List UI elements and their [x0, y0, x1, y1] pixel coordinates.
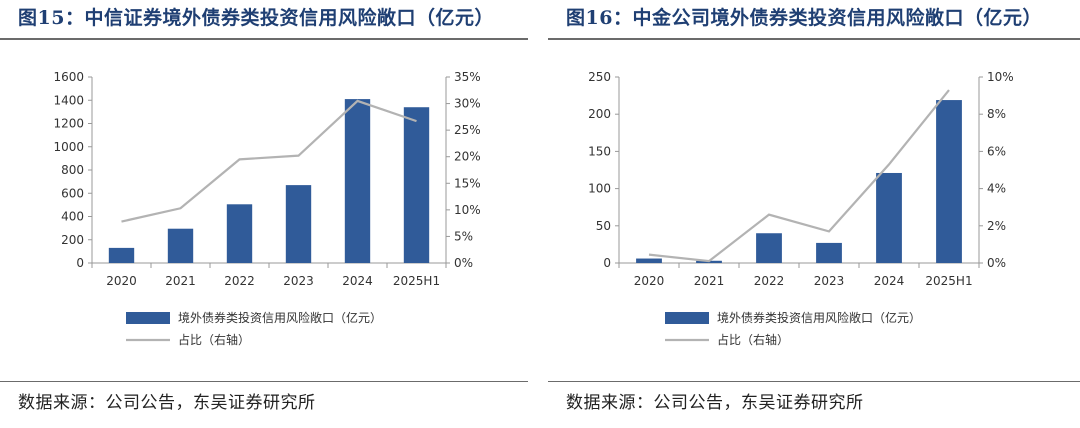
- y-tick-label: 0: [603, 256, 611, 270]
- y2-tick-label: 0%: [454, 256, 473, 270]
- y2-tick-label: 15%: [454, 176, 481, 190]
- source-note: 数据来源：公司公告，东吴证券研究所: [566, 393, 864, 413]
- bar: [344, 99, 371, 264]
- y2-tick-label: 10%: [987, 70, 1014, 84]
- source-note: 数据来源：公司公告，东吴证券研究所: [18, 393, 316, 413]
- y-tick-label: 1600: [53, 70, 84, 84]
- x-tick-label: 2020: [106, 274, 137, 288]
- legend-bar-label: 境外债券类投资信用风险敞口（亿元）: [717, 310, 921, 325]
- y2-tick-label: 30%: [454, 97, 481, 111]
- bar: [816, 242, 842, 263]
- bar: [108, 247, 135, 263]
- x-tick-label: 2025H1: [393, 274, 440, 288]
- legend-line-label: 占比（右轴）: [717, 332, 789, 347]
- x-tick-label: 2024: [342, 274, 373, 288]
- y-tick-label: 50: [596, 219, 611, 233]
- y2-tick-label: 8%: [987, 107, 1006, 121]
- chart-panel-left: 图15：中信证券境外债券类投资信用风险敞口（亿元） 0 200 400 600 800 1…: [0, 0, 528, 428]
- x-tick-label: 2022: [754, 274, 785, 288]
- x-tick-label: 2025H1: [925, 274, 972, 288]
- y-tick-label: 150: [588, 144, 611, 158]
- y2-tick-label: 0%: [987, 256, 1006, 270]
- y2-tick-label: 2%: [987, 219, 1006, 233]
- y2-tick-label: 10%: [454, 203, 481, 217]
- line-series: [648, 89, 950, 263]
- x-tick-label: 2021: [694, 274, 725, 288]
- y-tick-label: 0: [76, 256, 84, 270]
- y-tick-label: 800: [61, 163, 84, 177]
- bar: [876, 172, 902, 263]
- combo-chart: 0 200 400 600 800 1000 1200 1400 1600 0% 5% 10% 15% 2…: [53, 70, 481, 347]
- bar: [756, 233, 782, 263]
- source-rule: [548, 381, 1080, 382]
- legend-bar-swatch: [665, 312, 709, 324]
- x-tick-label: 2021: [165, 274, 196, 288]
- bar: [936, 100, 962, 264]
- legend-line-label: 占比（右轴）: [178, 332, 250, 347]
- y-tick-label: 400: [61, 210, 84, 224]
- title-rule: [0, 38, 528, 40]
- y-tick-label: 200: [588, 107, 611, 121]
- y2-tick-label: 35%: [454, 70, 481, 84]
- x-tick-label: 2023: [814, 274, 845, 288]
- line-series: [121, 99, 417, 223]
- y-tick-label: 600: [61, 186, 84, 200]
- bar: [636, 258, 662, 263]
- bar: [226, 204, 253, 263]
- y-tick-label: 250: [588, 70, 611, 84]
- x-tick-label: 2022: [224, 274, 255, 288]
- chart-title: 图15：中信证券境外债券类投资信用风险敞口（亿元）: [18, 7, 494, 29]
- y2-tick-label: 5%: [454, 229, 473, 243]
- bar: [167, 228, 194, 263]
- y-tick-label: 1200: [53, 117, 84, 131]
- title-rule: [548, 38, 1080, 40]
- y2-tick-label: 6%: [987, 144, 1006, 158]
- combo-chart: 0 50 100 150 200 250 0% 2% 4% 6% 8% 10% 2020 2021 2022…: [588, 70, 1014, 347]
- y2-tick-label: 20%: [454, 150, 481, 164]
- chart-title: 图16：中金公司境外债券类投资信用风险敞口（亿元）: [566, 7, 1042, 29]
- y2-tick-label: 25%: [454, 123, 481, 137]
- bar: [403, 107, 430, 263]
- y-tick-label: 1000: [53, 140, 84, 154]
- bar: [285, 185, 312, 263]
- y-tick-label: 100: [588, 182, 611, 196]
- chart-panel-right: 图16：中金公司境外债券类投资信用风险敞口（亿元） 0 50 100 150 200 25…: [548, 0, 1080, 428]
- legend-bar-label: 境外债券类投资信用风险敞口（亿元）: [178, 310, 382, 325]
- y-tick-label: 200: [61, 233, 84, 247]
- source-rule: [0, 381, 528, 382]
- x-tick-label: 2023: [283, 274, 314, 288]
- legend-bar-swatch: [126, 312, 170, 324]
- x-tick-label: 2020: [634, 274, 665, 288]
- y2-tick-label: 4%: [987, 182, 1006, 196]
- y-tick-label: 1400: [53, 93, 84, 107]
- x-tick-label: 2024: [874, 274, 905, 288]
